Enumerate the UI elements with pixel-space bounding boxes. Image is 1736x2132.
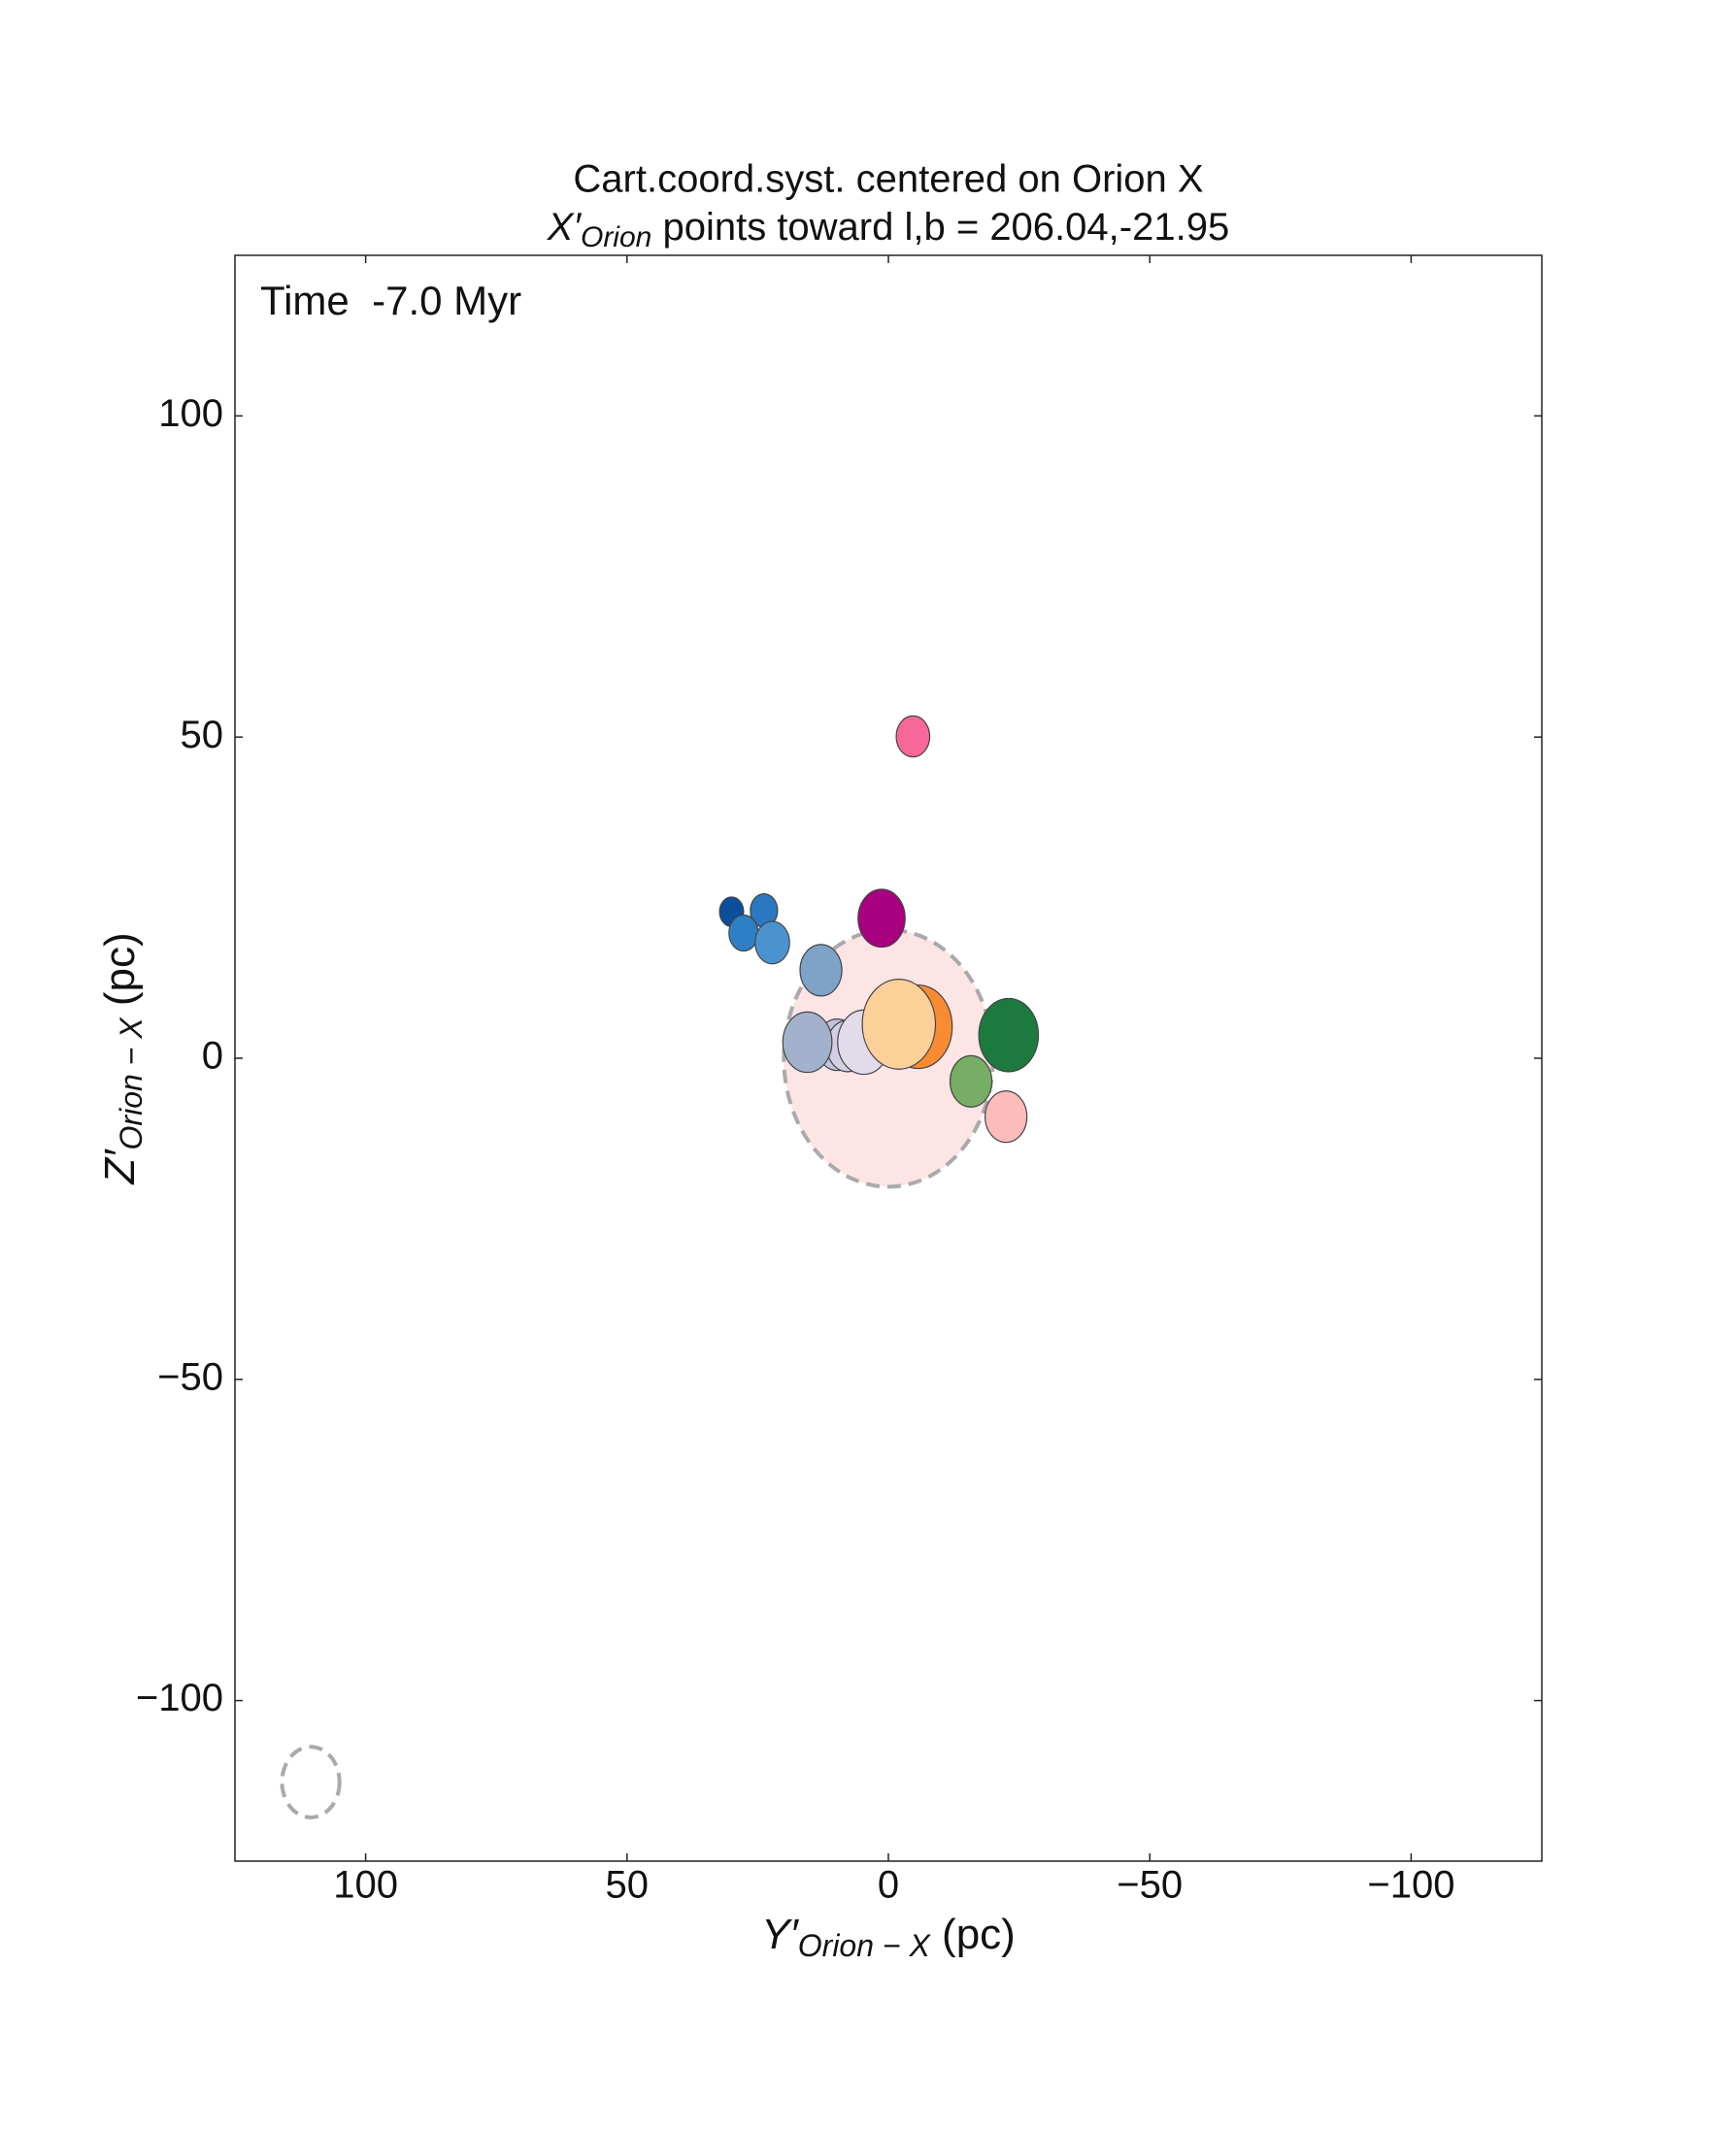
subtitle-text: points toward l,b = 206.04,-21.95 (651, 206, 1229, 249)
bubble (799, 944, 843, 997)
x-tick-label: −50 (1117, 1864, 1183, 1907)
bubble (857, 888, 906, 949)
bubble (949, 1054, 993, 1108)
y-tick-label: −100 (136, 1677, 223, 1719)
time-annotation: Time -7.0 Myr (260, 278, 521, 323)
chart-subtitle: X′Orion points toward l,b = 206.04,-21.9… (547, 206, 1229, 253)
reference-circle (280, 1745, 342, 1820)
x-axis-label: Y′Orion − X (pc) (761, 1911, 1016, 1964)
y-tick-label: 50 (181, 714, 224, 756)
bubble (861, 979, 937, 1070)
bubble (895, 715, 931, 758)
x-tick-label: 100 (333, 1864, 398, 1907)
xlabel-symbol: Y′ (761, 1911, 799, 1958)
subtitle-subscript: Orion (581, 221, 651, 253)
y-tick-label: −50 (157, 1355, 223, 1398)
x-tick-label: 0 (878, 1864, 899, 1907)
ylabel-text: (pc) (96, 932, 144, 1017)
y-axis-label: Z′Orion − X (pc) (96, 932, 150, 1184)
ylabel-subscript: Orion − X (114, 1016, 149, 1150)
xlabel-text: (pc) (930, 1911, 1016, 1958)
bubble (728, 914, 759, 952)
y-tick-label: 100 (158, 392, 223, 435)
x-tick-label: −100 (1367, 1864, 1454, 1907)
x-tick-label: 50 (606, 1864, 650, 1907)
ylabel-symbol: Z′ (96, 1149, 144, 1185)
xlabel-subscript: Orion − X (798, 1928, 932, 1963)
bubble (782, 1011, 833, 1074)
bubble (754, 920, 790, 965)
bubble (985, 1090, 1028, 1144)
subtitle-symbol: X′ (547, 206, 583, 249)
y-tick-label: 0 (202, 1035, 223, 1078)
chart-title: Cart.coord.syst. centered on Orion X (573, 158, 1203, 201)
bubble (978, 997, 1040, 1073)
